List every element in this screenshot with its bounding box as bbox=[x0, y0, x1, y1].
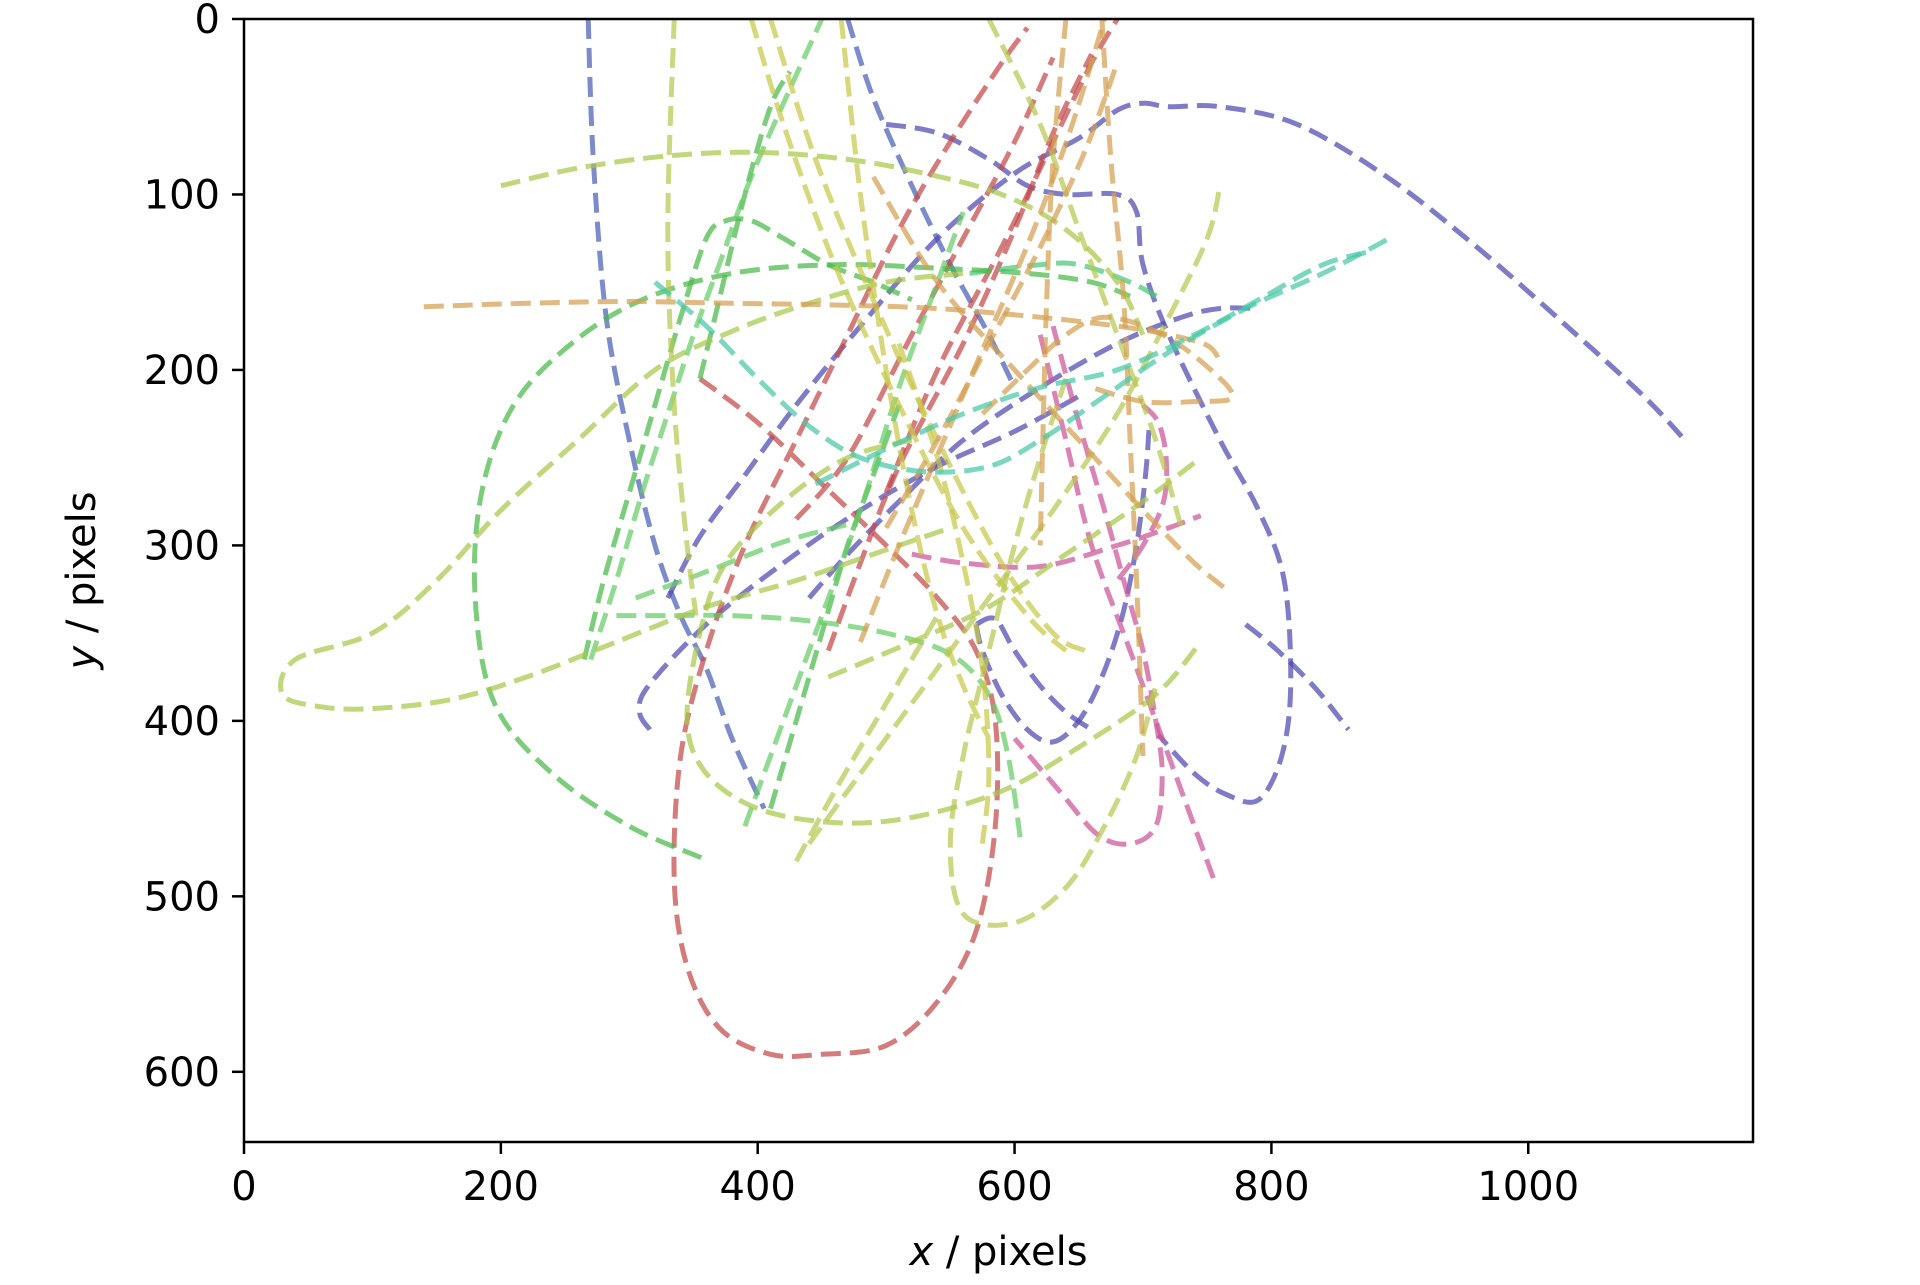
y-tick-label: 300 bbox=[144, 523, 220, 569]
trajectory-line-36 bbox=[807, 185, 1223, 846]
trajectory-line-34 bbox=[896, 342, 992, 844]
x-axis: 0 200 400 600 800 1000 bbox=[231, 1142, 1579, 1210]
trajectory-line-20 bbox=[581, 216, 913, 661]
trajectory-line-10 bbox=[671, 26, 1030, 1060]
x-tick-label: 0 bbox=[231, 1164, 256, 1210]
trajectory-line-8 bbox=[1244, 622, 1351, 732]
trajectory-line-48 bbox=[814, 248, 1375, 487]
y-tick-label: 600 bbox=[144, 1050, 220, 1096]
trajectory-line-26 bbox=[742, 211, 966, 828]
trajectory-line-32 bbox=[748, 19, 1068, 653]
trajectory-line-15 bbox=[911, 513, 1202, 570]
trajectory-line-1 bbox=[585, 19, 767, 810]
trajectory-line-21 bbox=[768, 404, 902, 810]
trajectory-line-37 bbox=[794, 614, 940, 863]
trajectory-line-11 bbox=[794, 56, 1056, 521]
trajectory-line-44 bbox=[1099, 19, 1146, 757]
x-tick-label: 400 bbox=[720, 1164, 796, 1210]
trajectory-line-30 bbox=[827, 455, 1203, 680]
trajectory-line-39 bbox=[986, 19, 1184, 529]
trajectory-line-38 bbox=[665, 19, 699, 616]
trajectory-line-19 bbox=[471, 262, 1132, 860]
trajectory-line-5 bbox=[665, 100, 1687, 600]
x-tick-label: 800 bbox=[1233, 1164, 1309, 1210]
trajectory-line-45 bbox=[858, 19, 1107, 643]
x-tick-label: 600 bbox=[976, 1164, 1052, 1210]
y-tick-label: 200 bbox=[144, 348, 220, 394]
y-axis-label: y / pixels bbox=[59, 491, 105, 670]
trajectory-line-6 bbox=[636, 394, 1080, 732]
x-tick-label: 1000 bbox=[1477, 1164, 1579, 1210]
y-tick-label: 400 bbox=[144, 699, 220, 745]
trajectory-line-29 bbox=[684, 437, 1203, 826]
y-axis-label-unit: / pixels bbox=[59, 491, 105, 645]
trajectory-line-46 bbox=[883, 62, 1120, 530]
y-axis: 0 100 200 300 400 500 600 bbox=[144, 0, 244, 1096]
y-tick-label: 500 bbox=[144, 874, 220, 920]
trajectory-line-17 bbox=[1115, 403, 1170, 583]
trajectory-line-24 bbox=[588, 19, 825, 661]
trajectory-line-40 bbox=[423, 299, 1223, 363]
trajectory-line-25 bbox=[634, 521, 849, 601]
trajectory-line-18 bbox=[969, 260, 1164, 302]
plot-area bbox=[278, 19, 1687, 1060]
trajectory-line-12 bbox=[825, 53, 1094, 652]
trajectory-line-43 bbox=[1037, 19, 1069, 546]
x-axis-label-var: x bbox=[907, 1229, 933, 1275]
trajectory-line-3 bbox=[885, 121, 1294, 805]
trajectory-line-9 bbox=[973, 422, 1152, 745]
trajectory-line-2 bbox=[845, 19, 1017, 389]
trajectory-line-47 bbox=[653, 236, 1391, 475]
trajectory-line-4 bbox=[807, 305, 1259, 600]
trajectory-line-16 bbox=[1037, 334, 1216, 880]
trajectory-line-42 bbox=[871, 175, 1229, 592]
trajectory-line-14 bbox=[1012, 325, 1165, 847]
trajectory-line-23 bbox=[616, 612, 1024, 845]
x-axis-label: x / pixels bbox=[907, 1229, 1087, 1275]
trajectory-line-7 bbox=[974, 615, 1093, 732]
y-axis-label-var: y bbox=[59, 645, 105, 671]
trajectory-line-27 bbox=[500, 149, 1146, 336]
y-tick-label: 100 bbox=[144, 172, 220, 218]
trajectory-line-35 bbox=[947, 377, 1159, 928]
plot-frame bbox=[242, 17, 1755, 1144]
trajectory-line-31 bbox=[838, 19, 992, 740]
x-axis-label-unit: / pixels bbox=[933, 1229, 1087, 1275]
trajectory-line-22 bbox=[697, 70, 792, 380]
trajectory-line-28 bbox=[278, 270, 964, 712]
x-tick-label: 200 bbox=[463, 1164, 539, 1210]
y-tick-label: 0 bbox=[195, 0, 220, 43]
